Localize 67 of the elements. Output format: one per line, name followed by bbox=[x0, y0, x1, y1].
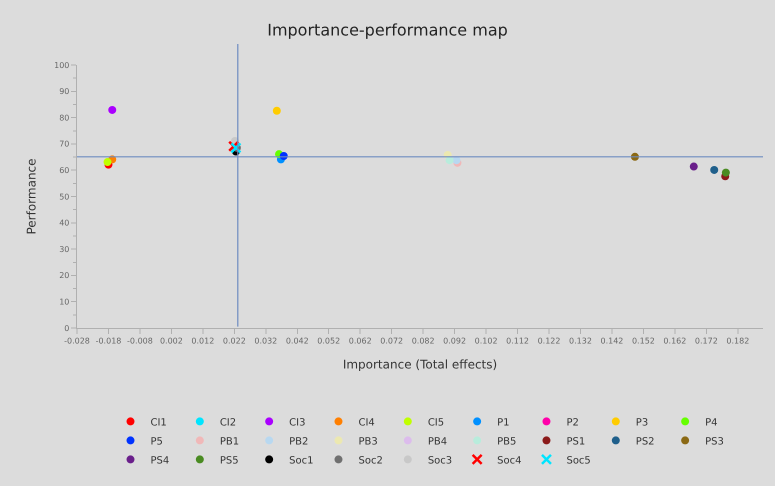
legend-label: CI4 bbox=[358, 417, 375, 428]
legend-label: Soc5 bbox=[566, 455, 591, 466]
x-tick-label: 0.002 bbox=[160, 336, 183, 346]
x-tick-label: 0.122 bbox=[538, 336, 560, 346]
legend-label: Soc2 bbox=[358, 455, 383, 466]
x-tick-label: 0.182 bbox=[726, 336, 750, 346]
x-tick-label: -0.008 bbox=[127, 336, 153, 346]
point bbox=[272, 106, 281, 115]
y-tick-label: 10 bbox=[59, 298, 70, 306]
legend-label: PS5 bbox=[220, 455, 239, 466]
x-axis-title: Importance (Total effects) bbox=[342, 358, 498, 372]
x-tick-label: 0.162 bbox=[663, 336, 686, 346]
x-tick-label: 0.022 bbox=[222, 336, 246, 346]
x-tick-label: -0.018 bbox=[96, 336, 122, 346]
y-tick-label: 30 bbox=[59, 244, 70, 254]
legend-label: PB5 bbox=[497, 436, 516, 448]
legend-label: CI3 bbox=[289, 417, 306, 428]
x-tick-label: 0.032 bbox=[254, 336, 278, 346]
x-tick-label: 0.132 bbox=[569, 336, 592, 346]
x-tick-label: 0.102 bbox=[474, 336, 498, 346]
y-axis-title: Performance bbox=[24, 158, 38, 235]
legend-label: P2 bbox=[566, 417, 579, 428]
legend-label: PB2 bbox=[289, 436, 308, 448]
legend-label: P3 bbox=[636, 417, 648, 428]
y-tick-label: 40 bbox=[59, 218, 70, 228]
y-tick-label: 20 bbox=[59, 271, 70, 280]
point bbox=[722, 168, 730, 177]
x-tick-label: 0.052 bbox=[317, 336, 340, 346]
legend-label: CI2 bbox=[220, 417, 236, 428]
y-tick-label: 0 bbox=[64, 324, 70, 333]
x-tick-label: 0.172 bbox=[694, 336, 718, 346]
point bbox=[108, 106, 116, 114]
y-tick-label: 80 bbox=[59, 113, 70, 122]
y-tick-label: 100 bbox=[54, 60, 70, 70]
point bbox=[104, 158, 112, 166]
chart-title: Importance-performance map bbox=[267, 20, 508, 40]
legend-label: PB3 bbox=[358, 436, 378, 448]
y-tick-label: 60 bbox=[59, 166, 70, 175]
legend-label: PS2 bbox=[636, 436, 655, 448]
legend-label: PS1 bbox=[566, 436, 586, 448]
y-tick-label: 90 bbox=[59, 87, 70, 96]
legend-label: CI1 bbox=[150, 417, 167, 428]
legend-label: CI5 bbox=[428, 417, 444, 428]
x-tick-label: 0.062 bbox=[348, 336, 372, 346]
legend-label: Soc1 bbox=[289, 455, 314, 466]
x-tick-label: 0.012 bbox=[191, 336, 214, 346]
legend-label: Soc4 bbox=[497, 455, 522, 466]
y-tick-label: 70 bbox=[59, 140, 70, 149]
x-tick-label: 0.072 bbox=[380, 336, 404, 346]
x-tick-label: -0.028 bbox=[64, 336, 90, 346]
x-tick-label: 0.082 bbox=[412, 336, 435, 346]
legend-label: Soc3 bbox=[428, 455, 452, 466]
legend-label: P1 bbox=[497, 417, 510, 428]
legend-label: PB4 bbox=[428, 436, 448, 448]
x-tick-label: 0.112 bbox=[506, 336, 530, 346]
legend-label: P4 bbox=[705, 417, 718, 428]
legend-label: PS3 bbox=[705, 436, 724, 448]
x-tick-label: 0.142 bbox=[600, 336, 624, 346]
x-tick-label: 0.042 bbox=[286, 336, 309, 346]
y-tick-label: 50 bbox=[59, 192, 70, 202]
x-tick-label: 0.092 bbox=[443, 336, 466, 346]
point bbox=[690, 162, 698, 171]
legend-label: PS4 bbox=[150, 455, 170, 466]
legend-label: PB1 bbox=[220, 436, 240, 448]
x-tick-label: 0.152 bbox=[632, 336, 655, 346]
legend-label: P5 bbox=[150, 436, 163, 448]
point bbox=[710, 166, 718, 174]
